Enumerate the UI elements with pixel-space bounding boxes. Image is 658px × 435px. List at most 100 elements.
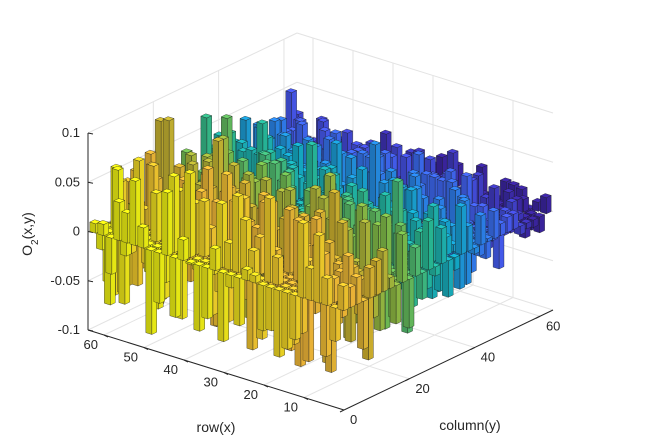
bar-face: [153, 251, 160, 304]
bar-face: [369, 257, 382, 262]
bar: [209, 244, 222, 272]
bar-face: [255, 161, 268, 166]
bar-face: [323, 135, 336, 141]
bar-face: [113, 198, 126, 203]
tick-labels: 0 20 40 60 10 20 30 40 50 60 -0.1 -0.05 0 0.05 0.1: [50, 125, 560, 427]
bar-face: [405, 186, 418, 192]
bar-face: [177, 235, 190, 241]
bar-face: [359, 218, 371, 224]
bar-face: [435, 226, 442, 265]
bar-face: [329, 306, 336, 342]
bar-face: [533, 212, 546, 218]
bar-face: [394, 221, 407, 227]
x-tick-mark: [339, 409, 345, 413]
bar-face: [284, 186, 296, 191]
bar: [271, 253, 284, 286]
bar-face: [500, 213, 513, 218]
bar: [356, 297, 369, 350]
bar: [177, 235, 190, 262]
bar-face: [283, 168, 296, 174]
bar-face: [420, 170, 433, 176]
bar-face: [435, 153, 448, 158]
bar-face: [233, 276, 240, 327]
bar-face: [289, 293, 296, 341]
bar-face: [287, 285, 300, 291]
bar-face: [265, 286, 272, 332]
bar-face: [129, 176, 142, 182]
bar-face: [220, 114, 233, 119]
bar-face: [239, 216, 252, 221]
axis-labels: column(y) row(x) O2(x,y): [19, 212, 501, 435]
bar-face: [510, 195, 523, 201]
grid-line: [87, 81, 298, 183]
bar-face: [342, 252, 355, 257]
bar-face: [313, 208, 326, 214]
bar-face: [324, 172, 336, 177]
bar-face: [186, 160, 199, 166]
bar-face: [363, 264, 376, 269]
bar-face: [201, 165, 214, 170]
bar: [454, 202, 467, 255]
bar-face: [185, 258, 198, 264]
y-tick-label: 10: [284, 400, 298, 415]
bar-face: [350, 284, 356, 308]
bar-face: [167, 190, 173, 257]
bar-face: [357, 299, 364, 350]
bar-face: [457, 193, 469, 199]
bar: [435, 224, 448, 265]
bar-face: [444, 167, 457, 173]
z-tick-mark: [87, 181, 94, 184]
bar-face: [268, 159, 281, 165]
bar-face: [412, 150, 425, 156]
bar-face: [207, 265, 213, 320]
bar-face: [488, 184, 501, 189]
bar: [329, 303, 342, 342]
bar: [363, 264, 376, 299]
bar-face: [435, 224, 448, 229]
bar-face: [156, 191, 162, 243]
bar-face: [379, 129, 392, 135]
x-tick-label: 40: [481, 350, 495, 365]
bar-face: [499, 206, 512, 212]
bar-face: [448, 253, 461, 258]
bar-face: [422, 217, 435, 222]
grid-line: [296, 32, 554, 114]
bar-face: [546, 195, 552, 215]
bar-face: [201, 152, 214, 158]
bar-face: [305, 266, 312, 302]
bar-face: [345, 182, 358, 187]
bar-face: [350, 273, 363, 278]
bar-face: [446, 148, 459, 154]
grid-line: [87, 32, 298, 134]
grid-line: [303, 297, 514, 398]
bar: [409, 243, 422, 277]
bar-face: [428, 173, 441, 178]
bar-face: [278, 255, 284, 286]
bar-face: [540, 195, 547, 215]
bar-face: [400, 153, 413, 158]
bar: [396, 230, 408, 283]
bar-face: [231, 192, 244, 197]
bar-face: [241, 268, 248, 282]
bar-face: [391, 177, 404, 183]
bar-face: [335, 305, 341, 342]
bar-face: [200, 113, 213, 119]
bar-face: [409, 243, 422, 249]
z-tick-label: 0: [73, 224, 80, 239]
bar-face: [329, 129, 342, 135]
bar-face: [241, 265, 254, 271]
bar-face: [285, 88, 298, 93]
bar-face: [427, 202, 440, 208]
bar-face: [476, 202, 489, 208]
bar-face: [217, 268, 230, 274]
bar-face: [286, 164, 299, 169]
bar-face: [151, 243, 164, 248]
bar-face: [441, 226, 447, 265]
bar-face: [356, 275, 362, 305]
bar-face: [461, 204, 467, 255]
z-tick-label: 0.05: [55, 174, 80, 189]
bar-face: [283, 206, 296, 211]
bar: [217, 268, 230, 343]
x-tick-label: 60: [546, 318, 560, 333]
bar-face: [396, 232, 403, 283]
